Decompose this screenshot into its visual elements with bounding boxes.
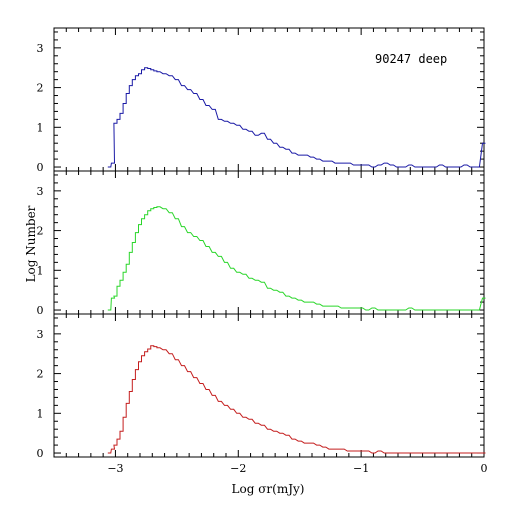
y-tick-label: 2: [37, 225, 44, 238]
y-tick-label: 1: [37, 407, 44, 420]
histogram-series: [107, 67, 486, 168]
y-tick-label: 1: [37, 264, 44, 277]
y-axis-label: Log Number: [24, 205, 38, 282]
x-tick-label: 0: [481, 462, 488, 475]
y-tick-label: 1: [37, 121, 44, 134]
histogram-panel: 0 1 2 3: [37, 313, 486, 460]
y-tick-label: 0: [37, 161, 44, 174]
y-tick-label: 3: [37, 42, 44, 55]
histogram-panels: 0 1 2 3 0 1 2 3 0 1 2 3 −3 −2 −1 0: [37, 27, 488, 475]
x-tick-label: −1: [353, 462, 369, 475]
x-tick-label: −3: [107, 462, 123, 475]
x-tick-label: −2: [230, 462, 246, 475]
y-tick-label: 2: [37, 368, 44, 381]
y-tick-label: 0: [37, 304, 44, 317]
y-tick-label: 3: [37, 328, 44, 341]
panel-frame: [53, 170, 485, 315]
annotation-label: 90247 deep: [375, 52, 447, 66]
x-axis-label: Log σr(mJy): [232, 482, 305, 496]
histogram-panel: 0 1 2 3: [37, 27, 486, 174]
histogram-panel: 0 1 2 3: [37, 170, 486, 317]
histogram-series: [107, 206, 486, 311]
y-tick-label: 2: [37, 82, 44, 95]
y-tick-label: 0: [37, 447, 44, 460]
panel-frame: [53, 27, 485, 172]
histogram-series: [107, 345, 486, 454]
panel-frame: [53, 313, 485, 458]
y-tick-label: 3: [37, 185, 44, 198]
